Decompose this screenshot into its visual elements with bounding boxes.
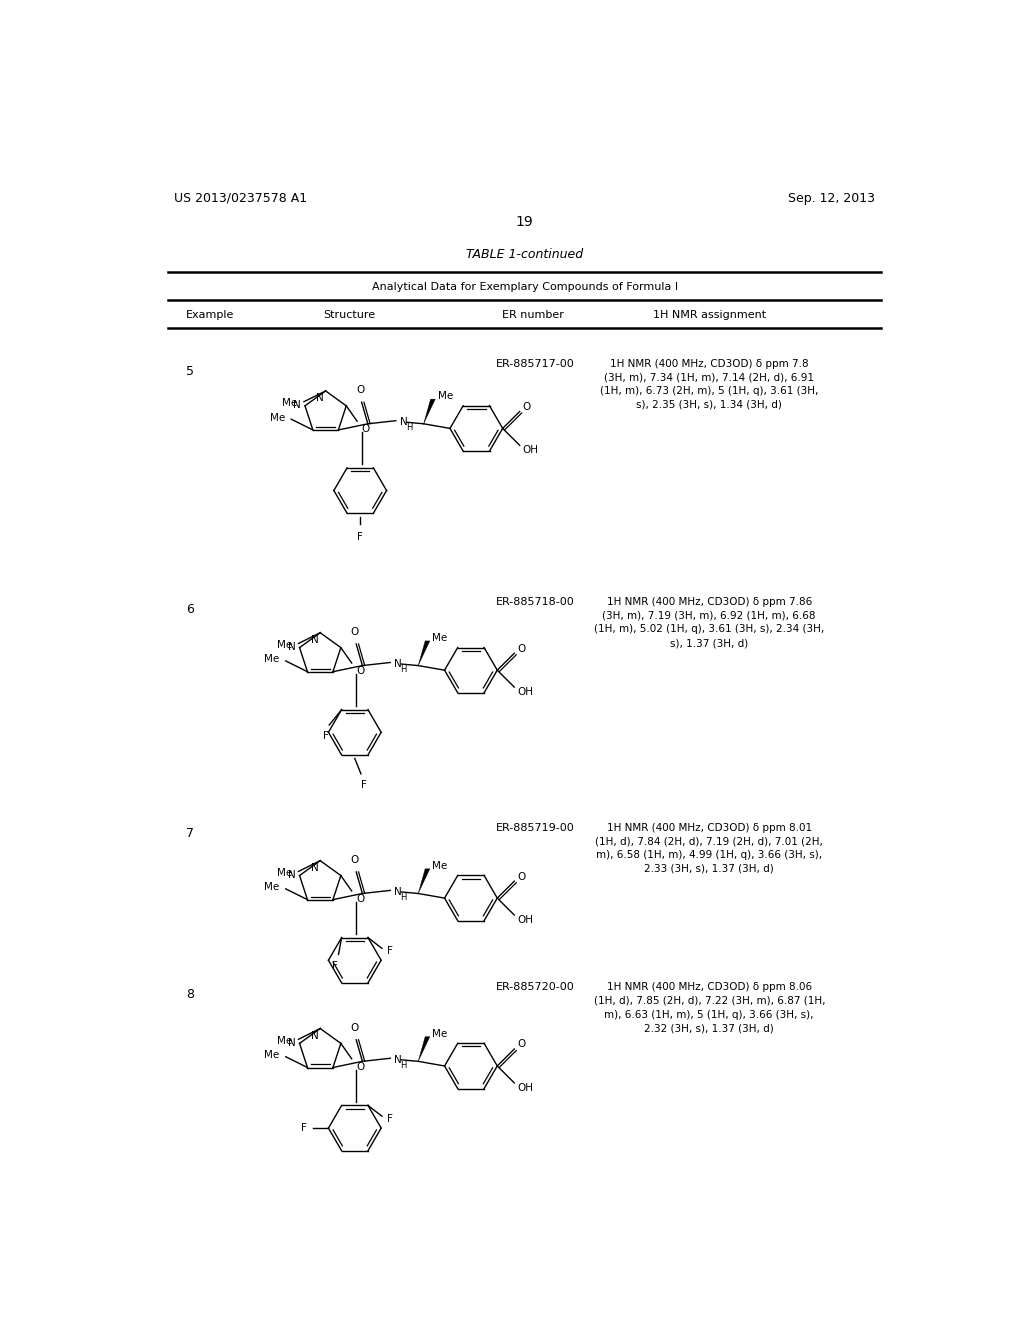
Text: O: O <box>350 855 358 865</box>
Text: N: N <box>288 1038 296 1048</box>
Text: N: N <box>288 642 296 652</box>
Text: O: O <box>517 1039 525 1049</box>
Text: O: O <box>356 667 365 676</box>
Text: N: N <box>293 400 301 411</box>
Text: Me: Me <box>264 882 280 892</box>
Text: N: N <box>311 863 318 873</box>
Text: O: O <box>523 401 531 412</box>
Text: F: F <box>357 532 364 543</box>
Text: OH: OH <box>517 1082 534 1093</box>
Text: H: H <box>400 1061 407 1069</box>
Text: 6: 6 <box>186 603 194 616</box>
Text: Me: Me <box>264 655 280 664</box>
Text: H: H <box>400 665 407 675</box>
Text: Me: Me <box>432 1028 447 1039</box>
Text: Me: Me <box>278 1036 292 1045</box>
Text: 19: 19 <box>516 215 534 228</box>
Text: 1H NMR (400 MHz, CD3OD) δ ppm 8.01
(1H, d), 7.84 (2H, d), 7.19 (2H, d), 7.01 (2H: 1H NMR (400 MHz, CD3OD) δ ppm 8.01 (1H, … <box>595 822 823 874</box>
Polygon shape <box>418 869 430 894</box>
Text: O: O <box>350 627 358 638</box>
Text: 8: 8 <box>186 989 195 1002</box>
Text: TABLE 1-continued: TABLE 1-continued <box>466 248 584 261</box>
Text: Me: Me <box>278 640 292 649</box>
Text: N: N <box>394 887 402 898</box>
Text: Me: Me <box>432 861 447 871</box>
Text: F: F <box>387 946 392 957</box>
Text: 1H NMR (400 MHz, CD3OD) δ ppm 7.8
(3H, m), 7.34 (1H, m), 7.14 (2H, d), 6.91
(1H,: 1H NMR (400 MHz, CD3OD) δ ppm 7.8 (3H, m… <box>600 359 818 409</box>
Text: ER-885720-00: ER-885720-00 <box>496 982 574 993</box>
Text: F: F <box>301 1123 307 1133</box>
Text: N: N <box>288 870 296 879</box>
Text: F: F <box>361 780 367 791</box>
Text: O: O <box>356 894 365 904</box>
Text: F: F <box>333 961 338 970</box>
Text: H: H <box>400 892 407 902</box>
Text: ER-885717-00: ER-885717-00 <box>496 359 574 368</box>
Polygon shape <box>424 399 435 424</box>
Text: Me: Me <box>269 413 285 422</box>
Text: Sep. 12, 2013: Sep. 12, 2013 <box>788 191 876 205</box>
Text: Me: Me <box>278 869 292 878</box>
Text: US 2013/0237578 A1: US 2013/0237578 A1 <box>174 191 307 205</box>
Text: 1H NMR assignment: 1H NMR assignment <box>652 310 766 321</box>
Text: OH: OH <box>523 445 539 455</box>
Text: ER number: ER number <box>502 310 563 321</box>
Text: Me: Me <box>264 1051 280 1060</box>
Text: ER-885719-00: ER-885719-00 <box>496 822 574 833</box>
Text: OH: OH <box>517 686 534 697</box>
Text: Me: Me <box>432 632 447 643</box>
Text: O: O <box>356 385 365 395</box>
Text: O: O <box>356 1061 365 1072</box>
Text: H: H <box>406 424 413 432</box>
Text: Analytical Data for Exemplary Compounds of Formula I: Analytical Data for Exemplary Compounds … <box>372 282 678 292</box>
Text: 5: 5 <box>186 364 195 378</box>
Polygon shape <box>418 642 430 665</box>
Text: O: O <box>517 644 525 653</box>
Text: N: N <box>394 1055 402 1065</box>
Text: N: N <box>399 417 408 428</box>
Text: N: N <box>394 659 402 669</box>
Text: O: O <box>517 871 525 882</box>
Text: O: O <box>361 424 370 434</box>
Text: F: F <box>324 731 329 742</box>
Polygon shape <box>418 1036 430 1061</box>
Text: 1H NMR (400 MHz, CD3OD) δ ppm 8.06
(1H, d), 7.85 (2H, d), 7.22 (3H, m), 6.87 (1H: 1H NMR (400 MHz, CD3OD) δ ppm 8.06 (1H, … <box>594 982 825 1034</box>
Text: N: N <box>311 1031 318 1040</box>
Text: ER-885718-00: ER-885718-00 <box>496 597 574 607</box>
Text: Example: Example <box>186 310 234 321</box>
Text: N: N <box>311 635 318 645</box>
Text: Me: Me <box>283 399 298 408</box>
Text: Me: Me <box>437 391 453 401</box>
Text: N: N <box>316 393 324 403</box>
Text: 1H NMR (400 MHz, CD3OD) δ ppm 7.86
(3H, m), 7.19 (3H, m), 6.92 (1H, m), 6.68
(1H: 1H NMR (400 MHz, CD3OD) δ ppm 7.86 (3H, … <box>594 597 824 648</box>
Text: OH: OH <box>517 915 534 925</box>
Text: O: O <box>350 1023 358 1032</box>
Text: F: F <box>387 1114 392 1125</box>
Text: 7: 7 <box>186 826 195 840</box>
Text: Structure: Structure <box>323 310 375 321</box>
